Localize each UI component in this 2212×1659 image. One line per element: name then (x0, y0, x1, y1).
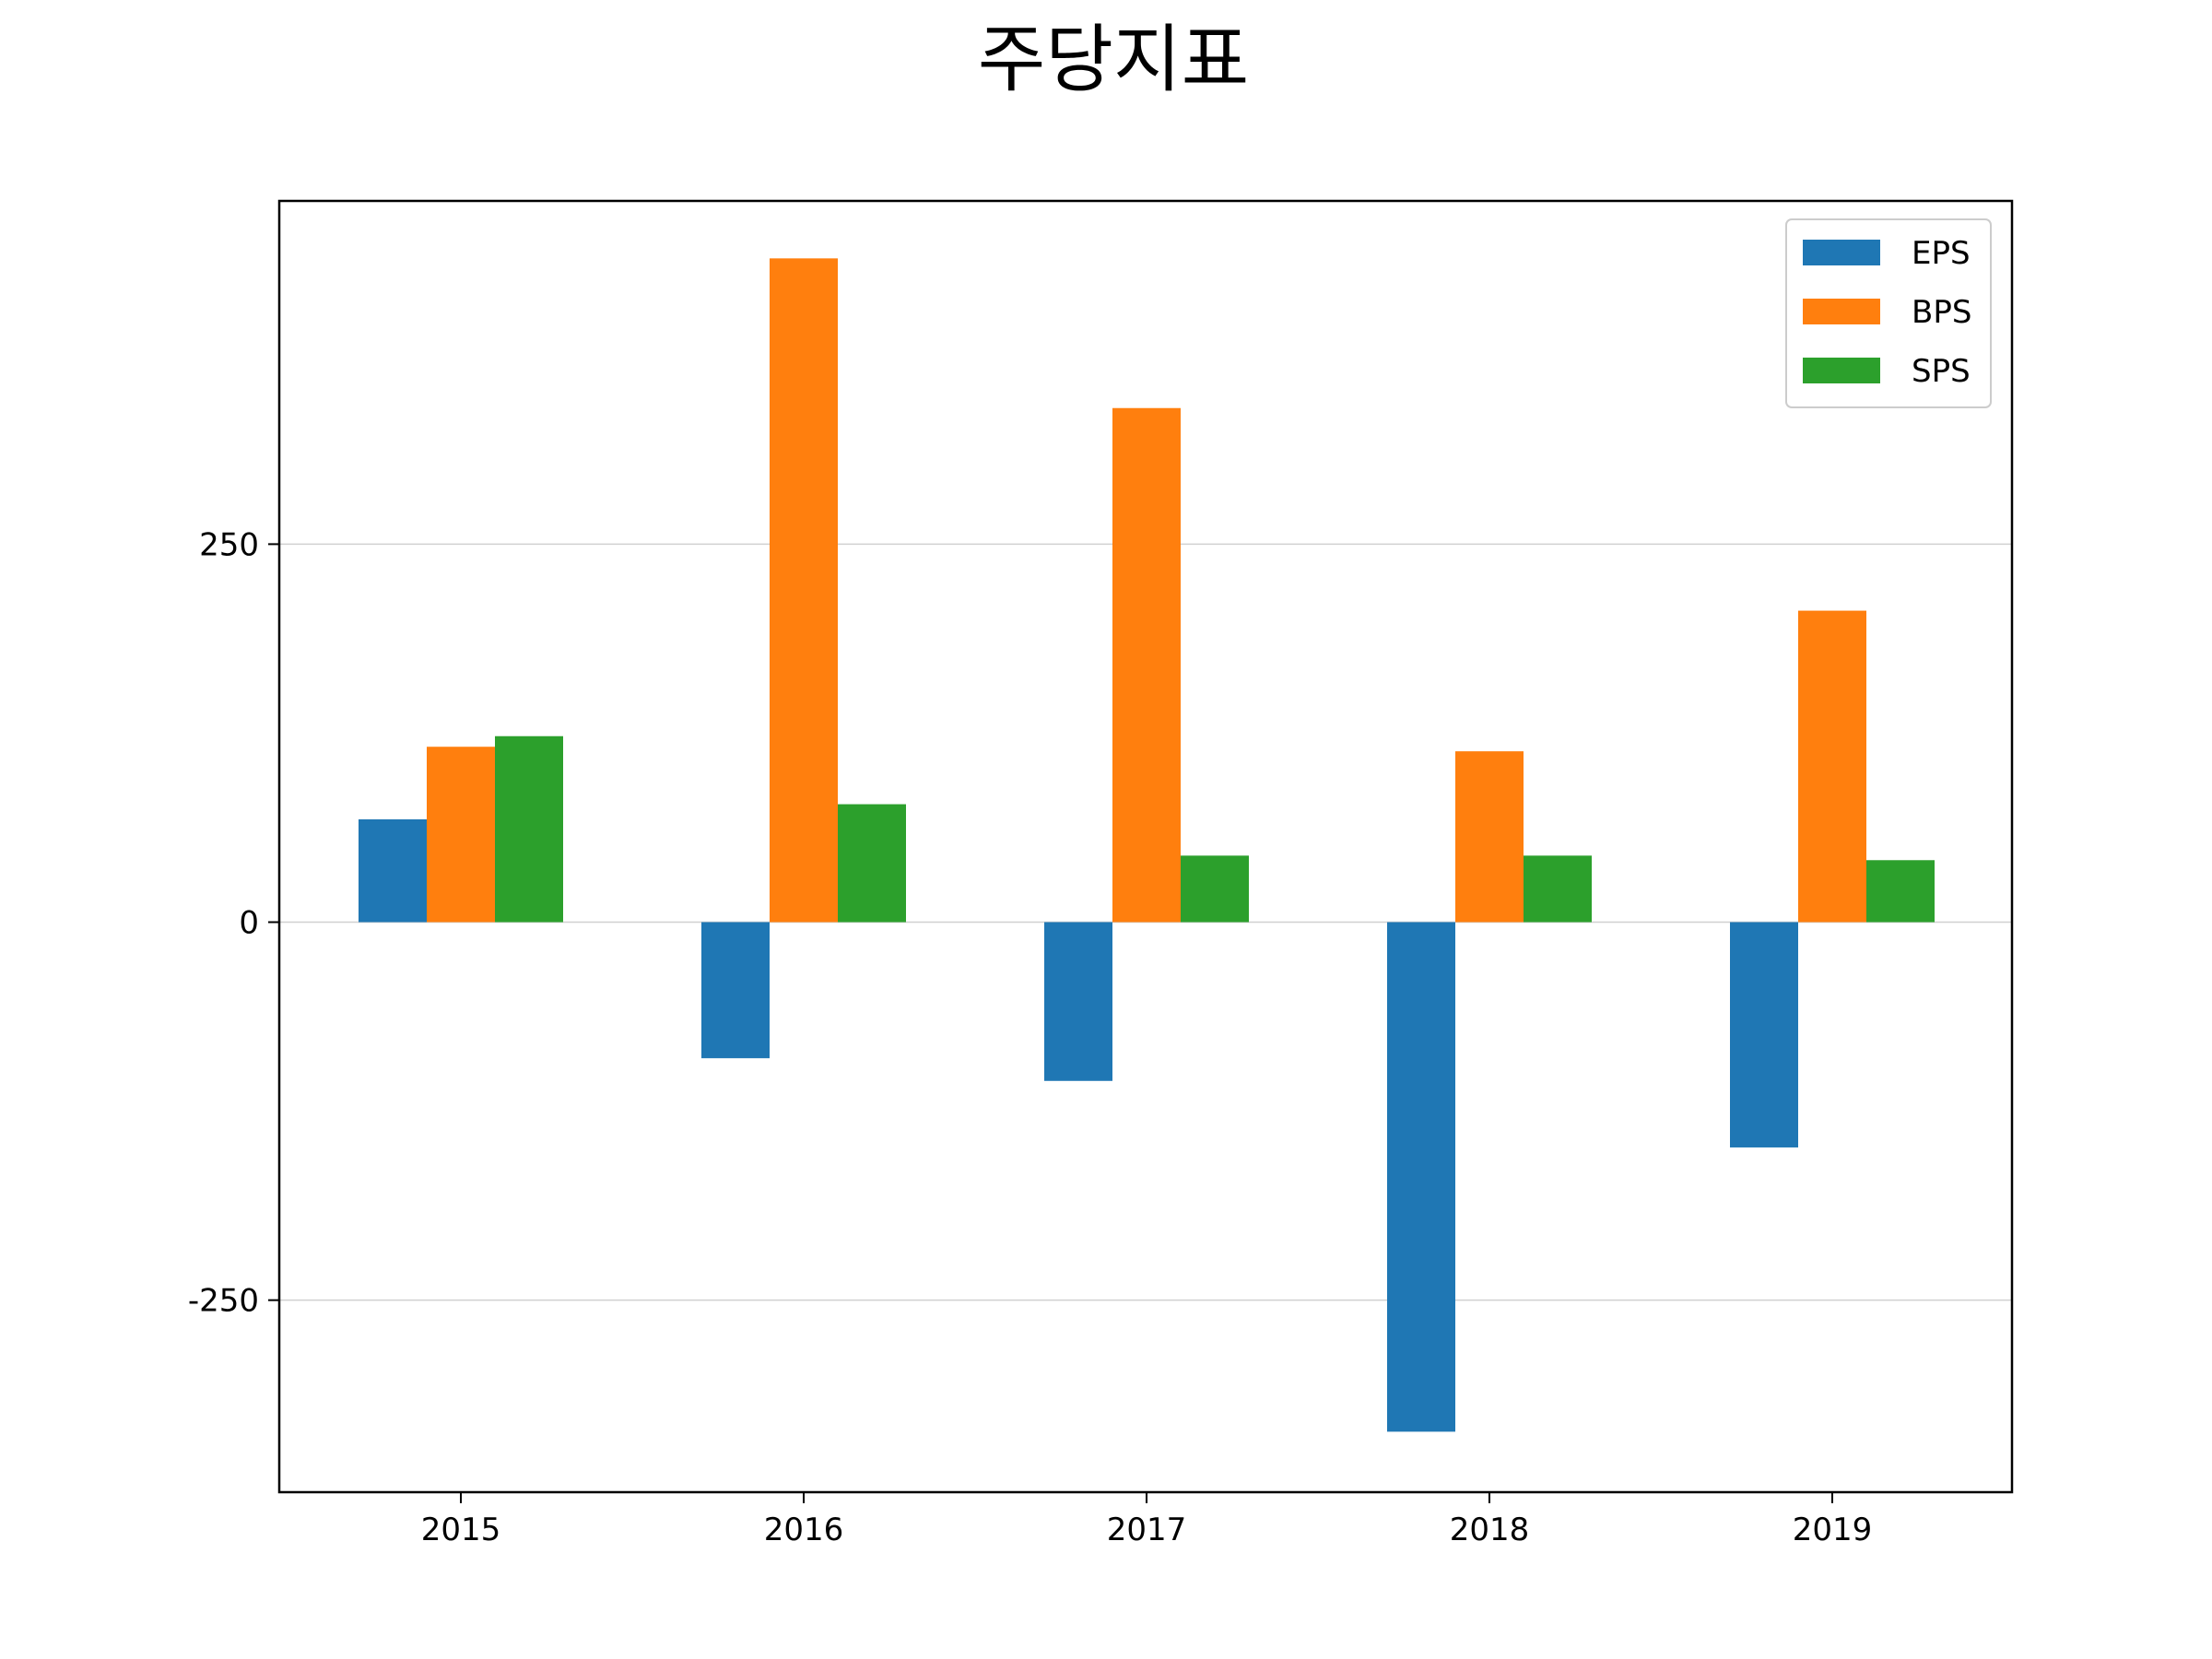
x-tick-label: 2019 (1793, 1512, 1873, 1548)
legend-label-bps: BPS (1912, 294, 1971, 331)
bar-sps-2016 (838, 804, 906, 923)
bar-sps-2018 (1524, 855, 1592, 923)
bar-eps-2015 (359, 818, 427, 923)
bar-sps-2015 (495, 735, 563, 923)
axes: -250 0 250 2015 2016 2017 2018 2019 (188, 526, 1872, 1548)
bar-eps-2017 (1044, 922, 1112, 1081)
bar-bps-2018 (1455, 751, 1524, 923)
bar-bps-2016 (770, 258, 838, 923)
bar-eps-2019 (1730, 922, 1798, 1147)
legend-label-sps: SPS (1912, 353, 1971, 390)
legend-swatch-bps (1803, 299, 1880, 324)
legend: EPS BPS SPS (1785, 218, 1992, 408)
bar-sps-2019 (1866, 860, 1935, 923)
legend-swatch-sps (1803, 358, 1880, 383)
x-tick-label: 2017 (1107, 1512, 1187, 1548)
y-tick-label: -250 (188, 1283, 259, 1320)
bar-bps-2017 (1112, 407, 1181, 923)
chart-title: 주당지표 (978, 17, 1249, 102)
y-tick-label: 0 (239, 905, 259, 942)
legend-label-eps: EPS (1912, 235, 1971, 272)
x-tick-label: 2018 (1450, 1512, 1530, 1548)
bar-eps-2016 (701, 922, 770, 1059)
bar-bps-2019 (1798, 610, 1866, 923)
legend-swatch-eps (1803, 240, 1880, 265)
bar-sps-2017 (1181, 855, 1249, 923)
x-tick-label: 2016 (764, 1512, 844, 1548)
x-tick-label: 2015 (421, 1512, 501, 1548)
bar-eps-2018 (1387, 922, 1455, 1432)
y-tick-label: 250 (199, 526, 259, 563)
bar-bps-2015 (427, 747, 495, 923)
bars (359, 258, 1935, 1432)
